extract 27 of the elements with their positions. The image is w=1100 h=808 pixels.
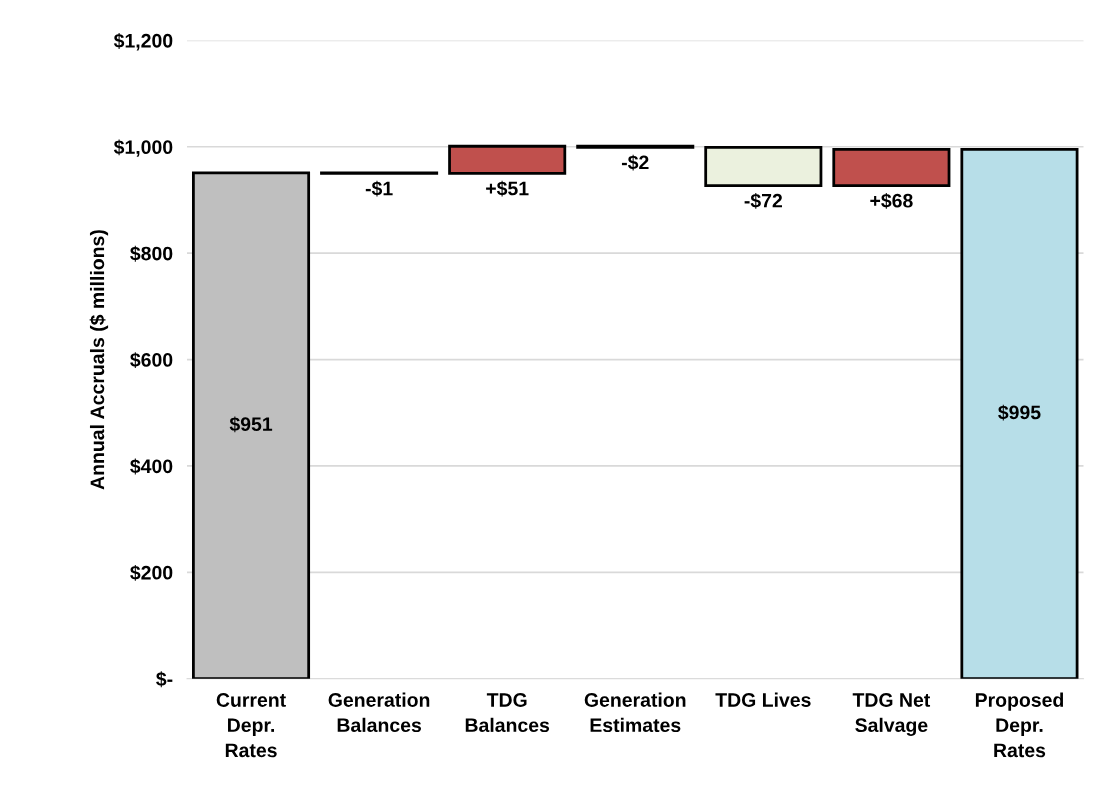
y-tick-label: $1,200 [113, 33, 173, 51]
x-tick-label: Proposed Depr. Rates [975, 692, 1064, 758]
bar [832, 148, 951, 188]
data-label: $995 [998, 404, 1041, 421]
x-tick-label: TDG Net Salvage [852, 693, 931, 736]
x-tick-label: Generation Balances [328, 692, 430, 733]
data-label: $951 [229, 416, 273, 433]
x-tick-label: TDG Lives [715, 692, 811, 707]
x-tick-label: TDG Balances [465, 693, 550, 733]
y-tick-label: $1,000 [113, 139, 173, 157]
x-tick-label: Current Depr. Rates [216, 693, 286, 758]
bar [448, 144, 567, 175]
data-label: +$51 [486, 180, 529, 197]
y-tick-label: $800 [130, 245, 173, 262]
y-tick-label: $600 [130, 352, 173, 369]
data-label: +$68 [870, 192, 913, 209]
bar [704, 145, 823, 188]
y-axis-title: Annual Accruals ($ millions) [89, 230, 109, 490]
y-tick-label: $400 [130, 458, 173, 475]
y-tick-label: $- [156, 671, 173, 688]
data-label: -$72 [744, 192, 782, 209]
bar [192, 171, 311, 679]
y-tick-label: $200 [130, 564, 173, 581]
bar [960, 148, 1079, 679]
data-label: -$1 [365, 180, 393, 197]
data-label: -$2 [621, 154, 649, 171]
x-tick-label: Generation Estimates [584, 692, 686, 733]
